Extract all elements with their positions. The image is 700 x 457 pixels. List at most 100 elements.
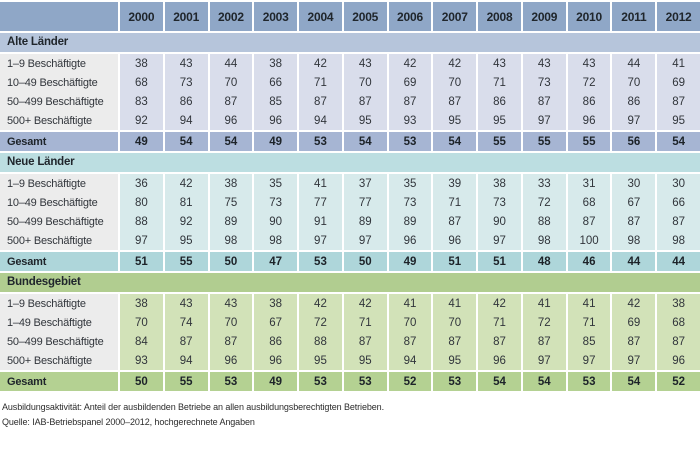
value-cell: 90 xyxy=(478,212,521,231)
data-table: 2000 2001 2002 2003 2004 2005 2006 2007 2008 2009… xyxy=(0,2,700,391)
total-value-cell: 53 xyxy=(433,372,477,391)
value-cell: 38 xyxy=(254,54,298,73)
year-header-cell: 2007 xyxy=(433,2,477,31)
total-value-cell: 55 xyxy=(478,132,521,151)
row-label: 50–499 Beschäftigte xyxy=(0,332,118,351)
value-cell: 87 xyxy=(612,212,656,231)
value-cell: 38 xyxy=(657,294,700,313)
value-cell: 43 xyxy=(522,54,566,73)
value-cell: 70 xyxy=(209,73,253,92)
total-row: Gesamt 49 54 54 49 53 54 53 54 55 55 55 56 54 xyxy=(0,132,700,151)
total-value-cell: 54 xyxy=(478,372,521,391)
value-cell: 85 xyxy=(254,92,298,111)
total-value-cell: 49 xyxy=(254,132,298,151)
value-cell: 42 xyxy=(612,294,656,313)
total-value-cell: 53 xyxy=(299,372,342,391)
value-cell: 71 xyxy=(343,313,387,332)
value-cell: 97 xyxy=(612,351,656,370)
row-label: 500+ Beschäftigte xyxy=(0,351,118,370)
value-cell: 95 xyxy=(299,351,342,370)
total-value-cell: 49 xyxy=(254,372,298,391)
value-cell: 98 xyxy=(657,231,700,250)
value-cell: 38 xyxy=(120,54,163,73)
value-cell: 86 xyxy=(612,92,656,111)
value-cell: 41 xyxy=(522,294,566,313)
footnote-source: Quelle: IAB-Betriebspanel 2000–2012, hoc… xyxy=(2,417,255,427)
section-title-neue-l-nder: Neue Länder xyxy=(0,153,700,172)
value-cell: 42 xyxy=(164,174,208,193)
total-value-cell: 48 xyxy=(522,252,566,271)
total-value-cell: 54 xyxy=(657,132,700,151)
total-value-cell: 54 xyxy=(209,132,253,151)
year-header-cell: 2002 xyxy=(209,2,253,31)
value-cell: 88 xyxy=(120,212,163,231)
year-header-cell: 2004 xyxy=(299,2,342,31)
value-cell: 33 xyxy=(522,174,566,193)
total-value-cell: 44 xyxy=(612,252,656,271)
value-cell: 89 xyxy=(343,212,387,231)
value-cell: 70 xyxy=(612,73,656,92)
value-cell: 72 xyxy=(522,193,566,212)
total-value-cell: 53 xyxy=(209,372,253,391)
row-label: 1–9 Beschäftigte xyxy=(0,54,118,73)
value-cell: 41 xyxy=(433,294,477,313)
value-cell: 95 xyxy=(433,351,477,370)
total-value-cell: 47 xyxy=(254,252,298,271)
value-cell: 87 xyxy=(433,212,477,231)
value-cell: 71 xyxy=(567,313,611,332)
value-cell: 43 xyxy=(164,54,208,73)
table-header-row: 2000 2001 2002 2003 2004 2005 2006 2007 2008 2009… xyxy=(0,2,700,31)
value-cell: 41 xyxy=(299,174,342,193)
table-row: 500+ Beschäftigte 92 94 96 96 94 95 93 95 95 97 96 9… xyxy=(0,111,700,130)
total-value-cell: 50 xyxy=(120,372,163,391)
value-cell: 86 xyxy=(164,92,208,111)
total-value-cell: 52 xyxy=(388,372,432,391)
section-title-alte-l-nder: Alte Länder xyxy=(0,33,700,52)
value-cell: 96 xyxy=(478,351,521,370)
value-cell: 87 xyxy=(522,92,566,111)
value-cell: 96 xyxy=(254,111,298,130)
value-cell: 98 xyxy=(522,231,566,250)
value-cell: 90 xyxy=(254,212,298,231)
table-row: 50–499 Beschäftigte 83 86 87 85 87 87 87 87 86 87 8… xyxy=(0,92,700,111)
value-cell: 68 xyxy=(120,73,163,92)
value-cell: 70 xyxy=(343,73,387,92)
value-cell: 35 xyxy=(388,174,432,193)
total-value-cell: 56 xyxy=(612,132,656,151)
total-value-cell: 54 xyxy=(612,372,656,391)
value-cell: 77 xyxy=(299,193,342,212)
value-cell: 41 xyxy=(657,54,700,73)
value-cell: 43 xyxy=(343,54,387,73)
value-cell: 44 xyxy=(209,54,253,73)
value-cell: 71 xyxy=(299,73,342,92)
total-value-cell: 50 xyxy=(209,252,253,271)
row-label: 1–49 Beschäftigte xyxy=(0,313,118,332)
value-cell: 95 xyxy=(657,111,700,130)
value-cell: 96 xyxy=(254,351,298,370)
total-value-cell: 53 xyxy=(343,372,387,391)
total-value-cell: 55 xyxy=(164,252,208,271)
year-header-cell: 2003 xyxy=(254,2,298,31)
value-cell: 42 xyxy=(299,54,342,73)
value-cell: 92 xyxy=(120,111,163,130)
value-cell: 73 xyxy=(164,73,208,92)
value-cell: 70 xyxy=(209,313,253,332)
value-cell: 98 xyxy=(254,231,298,250)
value-cell: 30 xyxy=(612,174,656,193)
total-value-cell: 54 xyxy=(433,132,477,151)
value-cell: 74 xyxy=(164,313,208,332)
value-cell: 97 xyxy=(343,231,387,250)
value-cell: 66 xyxy=(657,193,700,212)
value-cell: 73 xyxy=(388,193,432,212)
table-row: 10–49 Beschäftigte 80 81 75 73 77 77 73 71 73 72 68… xyxy=(0,193,700,212)
row-label: 50–499 Beschäftigte xyxy=(0,212,118,231)
total-label: Gesamt xyxy=(0,132,118,151)
value-cell: 87 xyxy=(433,332,477,351)
value-cell: 43 xyxy=(478,54,521,73)
row-label: 1–9 Beschäftigte xyxy=(0,294,118,313)
total-row: Gesamt 50 55 53 49 53 53 52 53 54 54 53 54 52 xyxy=(0,372,700,391)
value-cell: 36 xyxy=(120,174,163,193)
corner-cell xyxy=(0,2,118,31)
value-cell: 87 xyxy=(388,92,432,111)
